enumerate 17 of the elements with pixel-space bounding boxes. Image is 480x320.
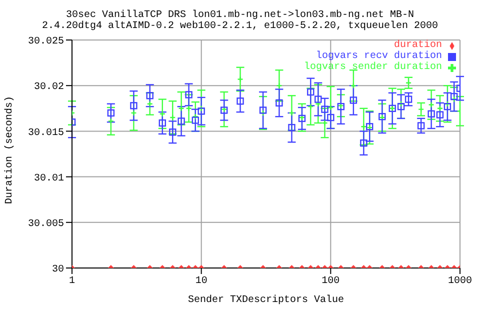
x-axis-title: Sender TXDescriptors Value [188, 294, 344, 306]
y-tick-label: 30 [52, 264, 64, 276]
y-tick-label: 30.005 [28, 218, 64, 230]
x-tick-label: 10 [195, 276, 208, 288]
y-tick-label: 30.015 [28, 128, 64, 139]
y-tick-label: 30.01 [34, 173, 64, 184]
chart-title: 30sec VanillaTCP DRS lon01.mb-ng.net->lon03.mb-ng.net MB-N [66, 10, 416, 21]
x-tick-label: 100 [322, 276, 340, 288]
legend-label: duration [394, 40, 442, 51]
x-tick-label: 1000 [448, 276, 472, 288]
legend-label: logvars recv duration [316, 51, 442, 62]
y-tick-label: 30.02 [34, 82, 64, 94]
x-tick-label: 1 [68, 276, 76, 288]
y-tick-label: 30.025 [28, 36, 64, 48]
legend-label: logvars sender duration [304, 62, 442, 73]
y-axis-title: Duration (seconds) [4, 96, 16, 204]
chart-subtitle: 2.4.20dtg4 altAIMD-0.2 web100-2.2.1, e1000-5.2.20, txqueuelen 2000 [40, 21, 440, 32]
